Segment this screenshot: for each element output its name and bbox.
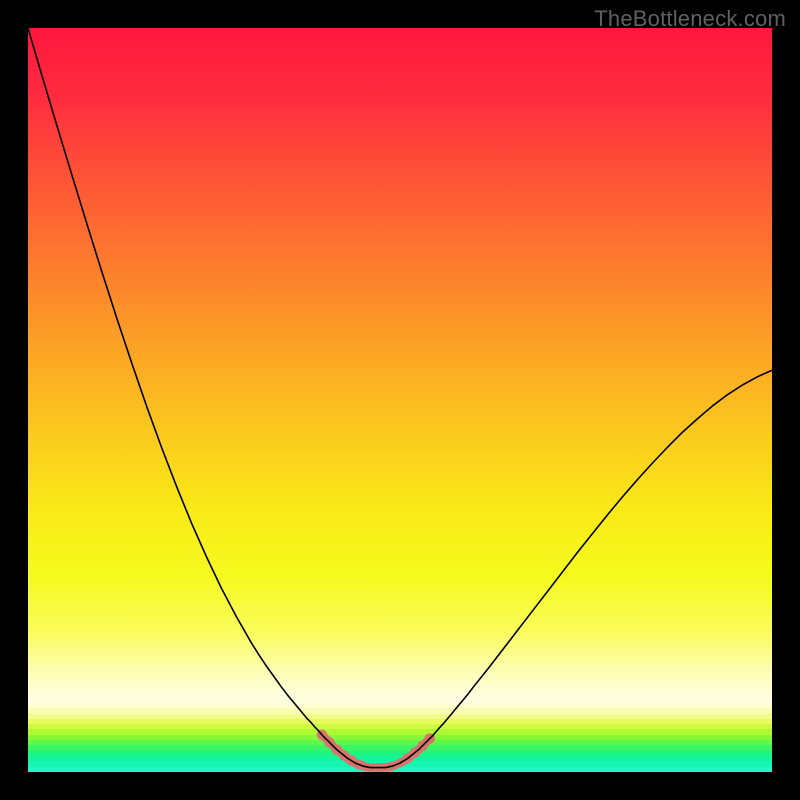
chart-container: TheBottleneck.com (0, 0, 800, 800)
plot-area (28, 28, 772, 772)
bottleneck-highlight (317, 730, 435, 770)
watermark-text: TheBottleneck.com (594, 6, 786, 32)
curve-overlay-svg (28, 28, 772, 772)
bottleneck-curve (28, 28, 772, 768)
